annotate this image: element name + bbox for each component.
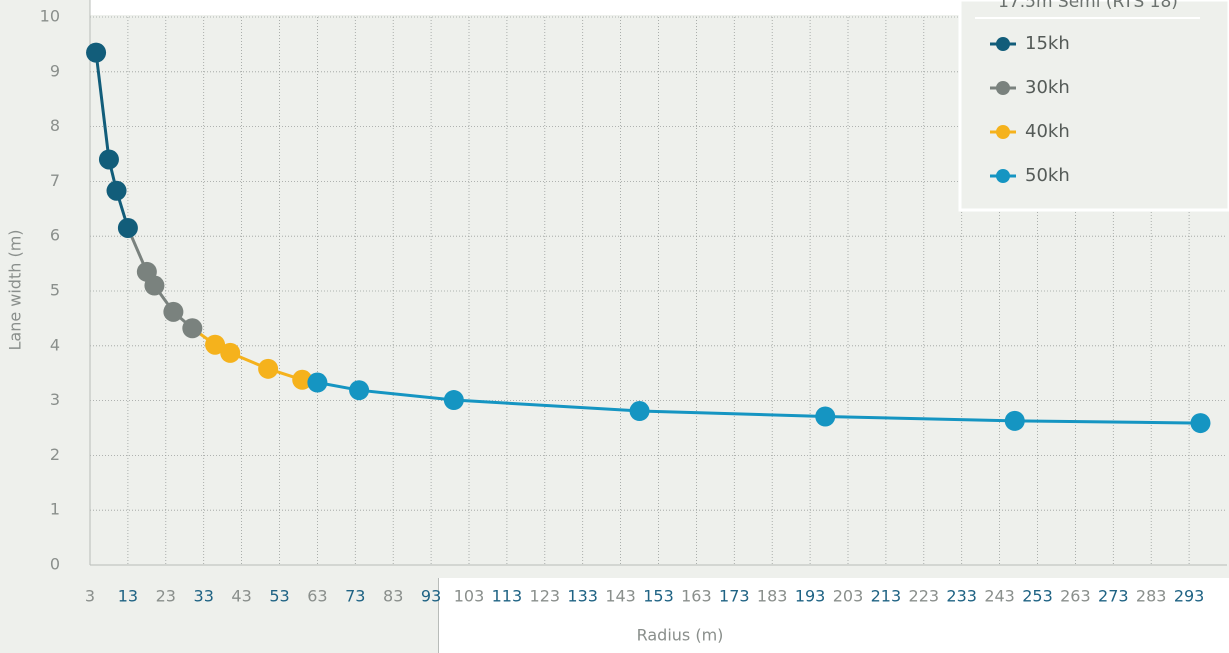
point bbox=[292, 369, 313, 390]
point bbox=[106, 180, 127, 201]
x-tick-label: 173 bbox=[719, 587, 750, 606]
x-tick-label: 193 bbox=[795, 587, 826, 606]
x-tick-label: 23 bbox=[156, 587, 176, 606]
x-tick-label: 63 bbox=[307, 587, 327, 606]
y-tick-label: 0 bbox=[50, 555, 60, 574]
y-tick-label: 7 bbox=[50, 171, 60, 190]
top-strip bbox=[90, 0, 960, 15]
series-line bbox=[94, 52, 130, 229]
legend-title: 17.5m Semi (RTS 18) bbox=[998, 0, 1178, 12]
x-tick-label: 243 bbox=[984, 587, 1015, 606]
legend: 15kh 30kh 40kh 50kh bbox=[990, 33, 1070, 186]
y-tick-label: 6 bbox=[50, 226, 60, 245]
x-tick-label: 273 bbox=[1098, 587, 1129, 606]
x-tick-label: 43 bbox=[231, 587, 251, 606]
legend-label: 30kh bbox=[1025, 77, 1070, 98]
point bbox=[629, 401, 650, 422]
point bbox=[144, 275, 165, 296]
y-tick-label: 4 bbox=[50, 335, 60, 354]
x-tick-label: 3 bbox=[85, 587, 95, 606]
x-tick-label: 283 bbox=[1136, 587, 1167, 606]
x-axis-label: Radius (m) bbox=[637, 626, 724, 645]
point bbox=[1190, 413, 1211, 434]
y-axis-label: Lane width (m) bbox=[6, 229, 25, 350]
y-tick-label: 1 bbox=[50, 500, 60, 519]
point bbox=[205, 334, 226, 355]
x-tick-label: 83 bbox=[383, 587, 403, 606]
x-tick-label: 13 bbox=[118, 587, 138, 606]
x-tick-label: 73 bbox=[345, 587, 365, 606]
x-tick-label: 293 bbox=[1174, 587, 1205, 606]
x-tick-label: 113 bbox=[492, 587, 523, 606]
y-tick-label: 10 bbox=[40, 7, 60, 26]
legend-label: 50kh bbox=[1025, 165, 1070, 186]
legend-marker bbox=[996, 169, 1010, 183]
x-tick-label: 233 bbox=[946, 587, 977, 606]
x-tick-label: 93 bbox=[421, 587, 441, 606]
x-tick-label: 143 bbox=[605, 587, 636, 606]
x-tick-label: 133 bbox=[567, 587, 598, 606]
x-tick-label: 163 bbox=[681, 587, 712, 606]
point bbox=[443, 390, 464, 411]
point bbox=[86, 42, 107, 63]
legend-label: 40kh bbox=[1025, 121, 1070, 142]
x-tick-label: 263 bbox=[1060, 587, 1091, 606]
point bbox=[163, 301, 184, 322]
x-tick-label: 203 bbox=[833, 587, 864, 606]
point bbox=[307, 372, 328, 393]
legend-marker bbox=[996, 81, 1010, 95]
point bbox=[182, 318, 203, 339]
x-tick-label: 53 bbox=[269, 587, 289, 606]
point bbox=[1004, 410, 1025, 431]
point bbox=[98, 149, 119, 170]
point bbox=[117, 217, 138, 238]
x-tick-label: 123 bbox=[530, 587, 561, 606]
panel-edge bbox=[438, 578, 439, 653]
x-tick-label: 103 bbox=[454, 587, 485, 606]
x-tick-label: 33 bbox=[194, 587, 214, 606]
x-tick-label: 253 bbox=[1022, 587, 1053, 606]
point bbox=[349, 380, 370, 401]
legend-marker bbox=[996, 125, 1010, 139]
y-tick-label: 9 bbox=[50, 61, 60, 80]
point bbox=[220, 342, 241, 363]
bottom-panel bbox=[438, 578, 1229, 653]
y-tick-label: 5 bbox=[50, 281, 60, 300]
legend-marker bbox=[996, 37, 1010, 51]
point bbox=[815, 406, 836, 427]
x-tick-label: 213 bbox=[871, 587, 902, 606]
legend-label: 15kh bbox=[1025, 33, 1070, 54]
x-tick-label: 223 bbox=[909, 587, 940, 606]
y-tick-label: 3 bbox=[50, 390, 60, 409]
point bbox=[258, 358, 279, 379]
x-tick-label: 183 bbox=[757, 587, 788, 606]
y-tick-label: 8 bbox=[50, 116, 60, 135]
y-tick-label: 2 bbox=[50, 445, 60, 464]
x-tick-label: 153 bbox=[643, 587, 674, 606]
